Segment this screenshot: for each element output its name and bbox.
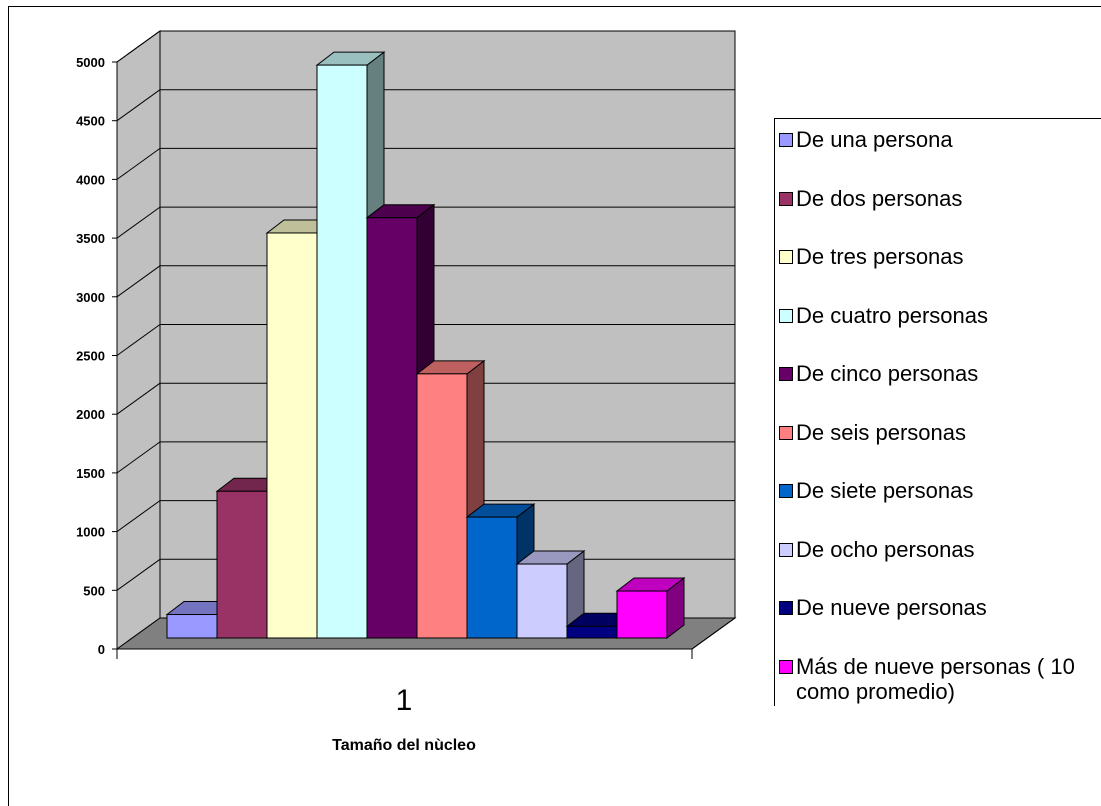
gridline-side (116, 324, 161, 356)
y-tick-label: 3500 (76, 231, 105, 246)
legend-item: De cinco personas (779, 361, 978, 386)
legend-label: De una persona (796, 127, 953, 152)
bar-front (616, 590, 668, 639)
legend-swatch (779, 133, 793, 147)
y-tick-label: 4500 (76, 114, 105, 129)
bar (615, 577, 686, 640)
legend-label: De ocho personas (796, 536, 975, 562)
gridline-side (116, 30, 161, 63)
bar-front (466, 516, 518, 639)
legend-item: De dos personas (779, 186, 962, 211)
bar-front (516, 563, 568, 639)
legend-label: De tres personas (796, 244, 964, 269)
y-tick-label: 2000 (76, 407, 105, 422)
bar-front (566, 625, 618, 639)
bar (515, 550, 586, 640)
gridline-side (116, 206, 161, 239)
legend-swatch (779, 308, 793, 323)
legend-swatch (779, 191, 793, 206)
gridline-side (116, 89, 161, 122)
legend-swatch (779, 250, 793, 264)
y-tick-label: 1000 (76, 525, 105, 540)
y-tick-label: 3000 (76, 290, 105, 305)
bar-front (416, 373, 468, 639)
legend-label: De seis personas (796, 419, 966, 445)
legend-item: De una persona (779, 127, 953, 152)
bars (165, 51, 686, 640)
gridline-side (116, 441, 161, 474)
legend-swatch (779, 367, 793, 381)
legend-item: De siete personas (779, 478, 973, 503)
legend-swatch (779, 601, 793, 615)
legend-item: De ocho personas (779, 537, 975, 562)
legend-swatch (779, 542, 793, 557)
legend-label: De dos personas (796, 185, 963, 211)
gridline-side (116, 382, 161, 415)
gridline-side (116, 147, 161, 180)
x-axis-title: Tamaño del nùcleo (332, 737, 476, 754)
legend-label: De cuatro personas (796, 302, 988, 328)
legend-item: De seis personas (779, 420, 966, 445)
bar-front (216, 490, 268, 639)
y-tick-label: 500 (83, 583, 105, 598)
gridline-side (116, 558, 161, 591)
y-tick-label: 4000 (76, 172, 105, 187)
bar-front (166, 614, 218, 639)
chart-frame (8, 6, 1101, 806)
legend-label: De siete personas (796, 478, 974, 503)
bar-front (366, 217, 418, 639)
bar-front (266, 232, 318, 639)
gridline-side (116, 500, 161, 533)
y-tick-label: 5000 (76, 55, 105, 70)
legend-label: Más de nueve personas ( 10 como promedio… (796, 653, 1075, 704)
floor-edge (691, 617, 736, 650)
y-tick-label: 1500 (76, 466, 105, 481)
bar-front (316, 64, 368, 639)
legend-item: Más de nueve personas ( 10 como promedio… (779, 654, 1076, 704)
legend-label: De cinco personas (796, 361, 979, 386)
y-tick-label: 2500 (76, 349, 105, 364)
legend-item: De tres personas (779, 244, 964, 269)
legend-swatch (779, 425, 793, 440)
gridline-side (116, 265, 161, 298)
legend-item: De nueve personas (779, 595, 987, 620)
y-axis: 0 500 1000 1500 2000 2500 3000 3500 4000 4500 5000 (76, 55, 736, 659)
legend: De una persona De dos personas De tres p… (774, 118, 1101, 706)
y-tick-label: 0 (98, 642, 105, 657)
legend-swatch (779, 659, 793, 674)
legend-swatch (779, 484, 793, 498)
legend-label: De nueve personas (796, 595, 987, 620)
x-tick-label: 1 (396, 684, 413, 717)
legend-item: De cuatro personas (779, 303, 988, 328)
